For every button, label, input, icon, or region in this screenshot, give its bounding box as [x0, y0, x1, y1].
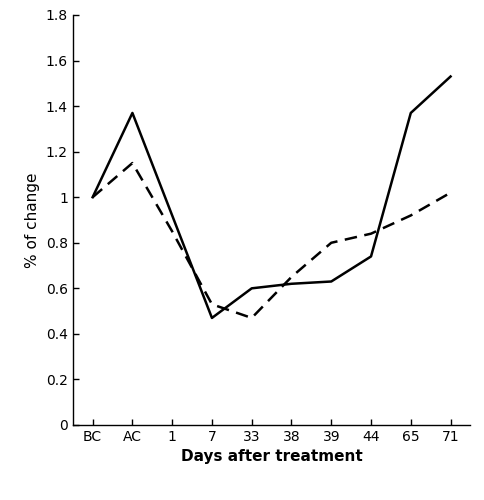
X-axis label: Days after treatment: Days after treatment [181, 450, 362, 464]
Y-axis label: % of change: % of change [25, 172, 40, 268]
